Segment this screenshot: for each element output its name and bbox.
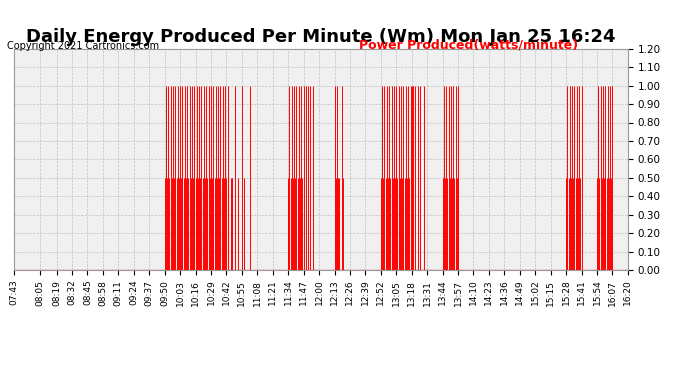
Text: Power Produced(watts/minute): Power Produced(watts/minute) — [359, 39, 578, 52]
Text: Copyright 2021 Cartronics.com: Copyright 2021 Cartronics.com — [7, 41, 159, 51]
Title: Daily Energy Produced Per Minute (Wm) Mon Jan 25 16:24: Daily Energy Produced Per Minute (Wm) Mo… — [26, 28, 615, 46]
